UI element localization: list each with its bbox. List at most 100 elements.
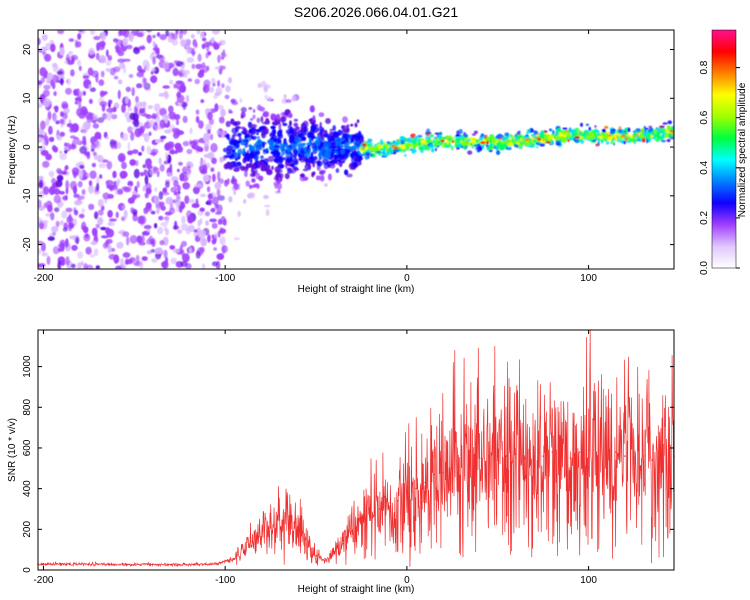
snr-x-tick-label: 0 — [404, 575, 410, 586]
snr-point — [451, 467, 454, 470]
heatmap-cell — [164, 129, 172, 134]
heatmap-cell — [284, 173, 290, 180]
heatmap-cell — [78, 100, 82, 110]
heatmap-cell — [56, 168, 62, 174]
heatmap-cell — [226, 152, 230, 155]
heatmap-cell — [221, 83, 225, 89]
heatmap-cell — [68, 50, 73, 56]
heatmap-cell — [105, 60, 112, 66]
heatmap-cell — [269, 132, 275, 138]
snr-point — [197, 563, 199, 566]
heatmap-cell — [66, 123, 74, 128]
heatmap-cell — [461, 141, 466, 147]
heatmap-cell — [38, 216, 42, 224]
heatmap-cell — [194, 183, 203, 188]
heatmap-cell — [277, 161, 280, 166]
heatmap-cell — [170, 257, 177, 264]
heatmap-cell — [86, 151, 91, 160]
heatmap-cell — [70, 54, 79, 61]
heatmap-cell — [137, 32, 144, 38]
heatmap-cell — [157, 226, 164, 235]
heatmap-cell — [218, 104, 224, 110]
heatmap-cell — [90, 240, 98, 246]
heatmap-cell — [293, 122, 299, 127]
heatmap-cell — [190, 50, 196, 55]
heatmap-cell — [80, 124, 89, 134]
snr-point — [315, 555, 317, 557]
heatmap-cell — [237, 132, 242, 137]
heatmap-cell — [222, 147, 229, 153]
snr-point — [496, 459, 499, 462]
heatmap-cell — [88, 184, 94, 194]
heatmap-cell — [263, 194, 269, 200]
heatmap-cell — [538, 141, 541, 145]
heatmap-cell — [214, 66, 222, 70]
heatmap-cell — [206, 186, 211, 193]
heatmap-cell — [158, 93, 165, 97]
heatmap-cell — [246, 133, 250, 138]
heatmap-cell — [274, 141, 278, 146]
heatmap-cell — [202, 174, 210, 183]
heatmap-cell — [628, 137, 632, 142]
heatmap-cell — [667, 120, 673, 125]
snr-y-tick-label: 0 — [22, 567, 33, 573]
heatmap-cell — [59, 47, 65, 56]
heatmap-cell — [54, 105, 59, 113]
heatmap-cell — [283, 138, 287, 145]
heatmap-cell — [243, 199, 247, 204]
colorbar-ticks: 0.0 0.2 0.4 0.6 0.8 — [699, 60, 740, 275]
heatmap-cell — [186, 57, 195, 63]
heatmap-cell — [160, 222, 168, 227]
colorbar-tick-label: 0.2 — [699, 211, 710, 225]
heatmap-cell — [232, 177, 236, 182]
snr-panel: -200 -100 0 100 0 200 400 600 800 1000 Height of… — [7, 329, 675, 595]
heatmap-cell — [386, 151, 389, 157]
heatmap-cell — [71, 167, 80, 175]
heatmap-cell — [131, 87, 135, 97]
heatmap-cell — [81, 189, 86, 195]
heatmap-cell — [176, 205, 179, 213]
heatmap-cell — [83, 263, 88, 269]
heatmap-cell — [127, 141, 131, 152]
heatmap-x-tick-label: 100 — [580, 273, 597, 284]
heatmap-cell — [116, 241, 124, 249]
heatmap-cell — [285, 153, 292, 156]
heatmap-cell — [169, 79, 174, 85]
heatmap-cell — [233, 132, 238, 137]
heatmap-cell — [212, 30, 220, 35]
heatmap-cell — [266, 167, 272, 173]
heatmap-cell — [88, 203, 95, 211]
heatmap-cell — [231, 161, 237, 165]
heatmap-cell — [123, 64, 127, 74]
snr-point — [506, 455, 508, 457]
heatmap-cell — [404, 154, 407, 157]
heatmap-cell — [77, 251, 84, 259]
heatmap-cell — [198, 229, 206, 239]
heatmap-cell — [623, 140, 626, 145]
heatmap-cell — [457, 143, 461, 148]
heatmap-cell — [451, 145, 454, 151]
heatmap-cell — [597, 137, 601, 142]
heatmap-cell — [294, 136, 301, 144]
heatmap-cell — [89, 253, 95, 258]
heatmap-cell — [337, 129, 342, 136]
heatmap-cell — [189, 140, 193, 145]
heatmap-cell — [156, 170, 160, 178]
heatmap-cell — [631, 138, 637, 142]
heatmap-cell — [643, 125, 646, 130]
heatmap-cell — [43, 202, 47, 209]
heatmap-cell — [79, 164, 85, 170]
heatmap-cell — [279, 143, 283, 148]
heatmap-y-tick-label: -20 — [22, 237, 33, 252]
heatmap-cell — [533, 130, 538, 134]
heatmap-cell — [136, 181, 140, 188]
heatmap-cell — [129, 126, 136, 130]
heatmap-cell — [189, 127, 193, 135]
heatmap-cell — [425, 132, 432, 135]
heatmap-cell — [218, 116, 225, 124]
heatmap-cell — [539, 143, 546, 147]
heatmap-cell — [185, 94, 190, 103]
heatmap-cell — [263, 86, 268, 93]
heatmap-cell — [52, 64, 59, 73]
heatmap-cell — [175, 119, 180, 126]
